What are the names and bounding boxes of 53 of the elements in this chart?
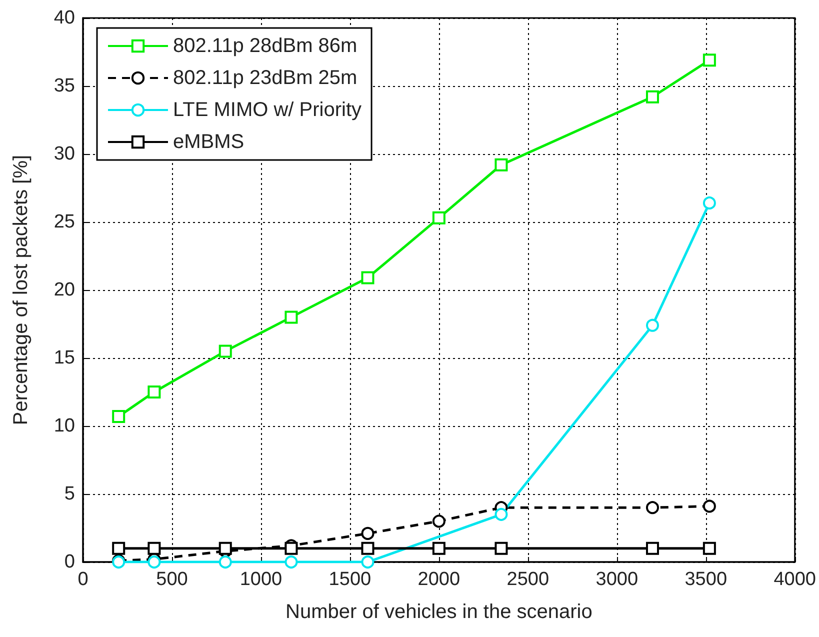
point	[646, 501, 659, 514]
point	[284, 542, 298, 555]
x-tick-label: 3000	[596, 569, 638, 590]
x-tick-label: 3500	[684, 569, 728, 590]
point	[218, 556, 232, 568]
point	[646, 542, 659, 555]
point	[218, 344, 232, 358]
point	[112, 542, 126, 555]
point	[702, 54, 716, 67]
x-tick-label: 2500	[506, 569, 550, 590]
point	[702, 500, 716, 513]
y-tick-label: 25	[54, 212, 75, 232]
point	[112, 410, 126, 423]
point	[218, 542, 232, 555]
point	[702, 542, 716, 555]
legend-label: eMBMS	[173, 131, 244, 153]
point	[494, 158, 508, 172]
point	[284, 556, 298, 568]
y-tick-label: 5	[64, 484, 75, 504]
point	[361, 271, 374, 284]
x-tick-label: 500	[156, 569, 188, 590]
legend-label: 802.11p 23dBm 25m	[173, 67, 358, 89]
point	[646, 90, 659, 104]
point	[646, 318, 659, 332]
x-axis-title: Number of vehicles in the scenario	[286, 601, 592, 623]
point	[432, 211, 446, 224]
point	[148, 386, 161, 398]
y-tick-label: 35	[54, 76, 75, 96]
point	[148, 556, 161, 568]
x-tick-label: 1500	[328, 569, 372, 590]
point	[494, 508, 508, 521]
point	[148, 542, 161, 555]
x-tick-label: 4000	[774, 569, 816, 590]
point	[284, 310, 298, 324]
point	[361, 556, 374, 568]
y-tick-label: 20	[54, 280, 75, 300]
point	[494, 542, 508, 555]
y-axis-title: Percentage of lost packets [%]	[10, 154, 32, 426]
point	[361, 542, 374, 555]
point	[432, 514, 446, 528]
y-tick-label: 30	[54, 144, 75, 164]
x-tick-label: 2000	[418, 569, 460, 590]
legend-label: 802.11p 28dBm 86m	[173, 35, 358, 57]
y-tick-label: 15	[54, 348, 75, 368]
point	[702, 196, 716, 210]
y-tick-label: 0	[64, 552, 75, 572]
point	[361, 526, 374, 540]
y-tick-label: 40	[54, 8, 75, 28]
point	[432, 542, 446, 555]
x-tick-label: 0	[78, 569, 88, 590]
legend-label: LTE MIMO w/ Priority	[173, 99, 362, 121]
y-tick-label: 10	[54, 416, 75, 436]
x-tick-label: 1000	[240, 569, 282, 590]
